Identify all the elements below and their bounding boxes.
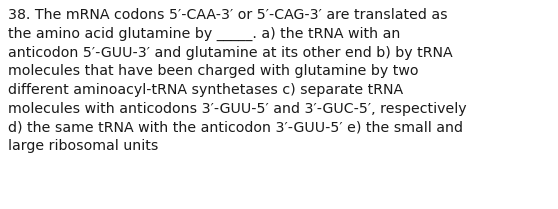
Text: 38. The mRNA codons 5′-CAA-3′ or 5′-CAG-3′ are translated as
the amino acid glut: 38. The mRNA codons 5′-CAA-3′ or 5′-CAG-… [8, 8, 467, 153]
